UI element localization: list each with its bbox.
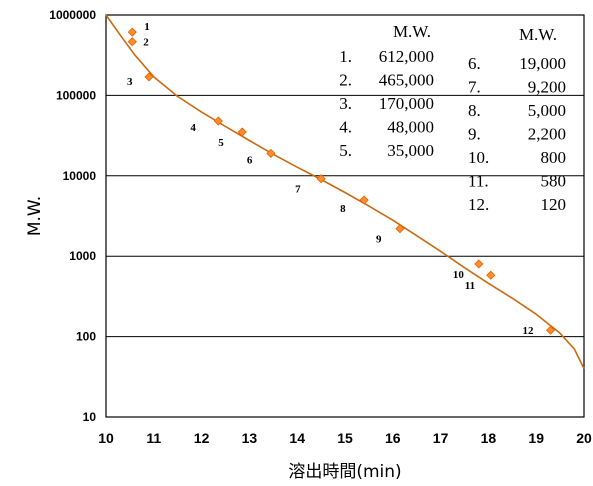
legend-item-number: 5.	[339, 141, 352, 160]
y-tick-label: 10000	[63, 169, 97, 183]
x-tick-label: 20	[576, 430, 592, 446]
x-tick-label: 16	[385, 430, 401, 446]
x-tick-label: 19	[528, 430, 544, 446]
data-point	[486, 270, 496, 280]
legend-item-number: 4.	[339, 118, 352, 137]
legend-item-value: 5,000	[528, 101, 566, 120]
fit-curve-layer	[105, 14, 585, 369]
legend-table: M.W. M.W. 1. 612,000 2. 465,000 3. 170,000 4. 48,…	[339, 22, 566, 214]
point-label: 9	[376, 234, 382, 246]
legend-item-value: 612,000	[379, 47, 434, 66]
data-point	[545, 325, 556, 335]
point-label: 4	[190, 122, 196, 134]
legend-header-left: M.W.	[393, 22, 431, 41]
y-tick-label: 1000	[69, 249, 96, 263]
grid-lines	[106, 94, 584, 338]
legend-item-number: 11.	[468, 172, 489, 191]
legend-item-number: 8.	[468, 101, 481, 120]
point-label: 11	[465, 280, 475, 292]
data-point	[213, 116, 223, 126]
data-points	[127, 27, 556, 335]
legend-item-value: 120	[541, 195, 567, 214]
legend-item-value: 2,200	[528, 125, 566, 144]
point-label: 7	[295, 184, 301, 196]
point-label: 1	[144, 21, 150, 33]
legend-item-number: 6.	[468, 54, 481, 73]
legend-item-number: 3.	[339, 94, 352, 113]
y-tick-label: 100	[76, 330, 96, 344]
x-tick-label: 10	[98, 430, 114, 446]
x-tick-labels: 10 11 12 13 14 15 16 17 18 19 20	[98, 430, 592, 446]
legend-item-value: 19,000	[519, 54, 566, 73]
x-tick-label: 11	[146, 430, 161, 446]
y-tick-label: 100000	[56, 88, 96, 102]
legend-item-value: 48,000	[387, 118, 434, 137]
data-point	[359, 195, 369, 205]
data-point	[127, 37, 137, 47]
legend-header-right: M.W.	[519, 25, 557, 44]
y-tick-label: 1000000	[49, 8, 96, 22]
y-tick-labels: 10 100 1000 10000 100000 1000000	[49, 8, 96, 424]
point-label: 6	[247, 154, 253, 166]
legend-item-value: 465,000	[379, 71, 434, 90]
x-tick-label: 12	[194, 430, 210, 446]
x-tick-label: 18	[481, 430, 497, 446]
data-point	[395, 224, 405, 234]
x-tick-label: 14	[289, 430, 305, 446]
legend-item-value: 580	[541, 172, 567, 191]
fit-curve	[105, 14, 585, 369]
data-point	[237, 127, 247, 137]
legend-item-number: 7.	[468, 78, 481, 97]
point-label: 8	[340, 203, 346, 215]
legend-item-number: 10.	[468, 148, 489, 167]
point-label: 10	[453, 269, 465, 281]
data-point	[127, 27, 137, 37]
y-axis-title: M.W.	[25, 196, 45, 236]
legend-item-number: 1.	[339, 47, 352, 66]
x-axis-title: 溶出時間(min)	[288, 462, 401, 482]
legend-item-value: 800	[541, 148, 567, 167]
legend-item-value: 170,000	[379, 94, 434, 113]
data-point	[316, 174, 326, 184]
plot-area-border	[105, 14, 585, 418]
data-point	[266, 148, 276, 158]
x-tick-label: 17	[433, 430, 449, 446]
data-point	[144, 72, 154, 82]
x-tick-label: 15	[337, 430, 353, 446]
point-label: 5	[218, 137, 224, 149]
data-point	[474, 259, 484, 269]
legend-item-number: 2.	[339, 71, 352, 90]
legend-item-number: 9.	[468, 125, 481, 144]
legend-item-value: 9,200	[528, 78, 566, 97]
point-label: 2	[143, 37, 149, 49]
y-tick-label: 10	[83, 410, 97, 424]
x-tick-label: 13	[242, 430, 258, 446]
point-label: 12	[523, 325, 535, 337]
legend-item-number: 12.	[468, 195, 489, 214]
legend-item-value: 35,000	[387, 141, 434, 160]
point-label: 3	[127, 76, 133, 88]
